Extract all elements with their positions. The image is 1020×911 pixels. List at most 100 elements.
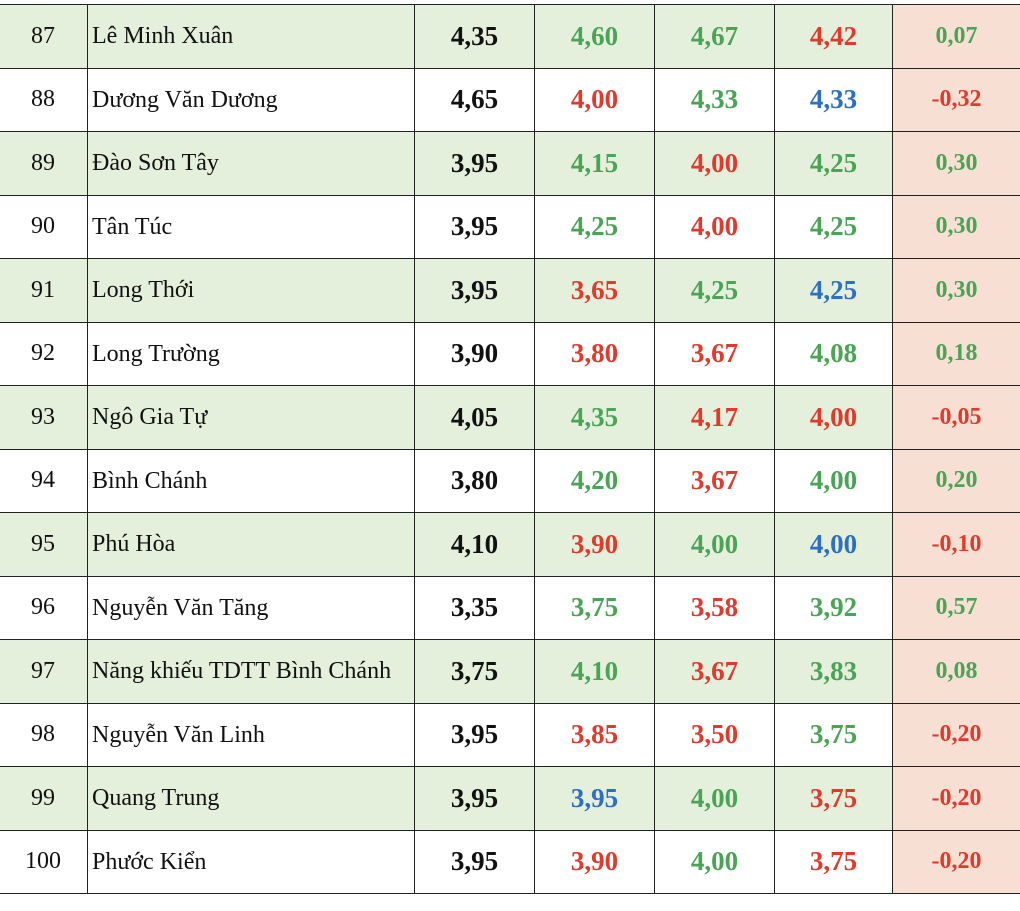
score-cell-3: 4,00 xyxy=(655,195,775,259)
score-cell-2: 3,90 xyxy=(535,830,655,894)
score-cell-2: 3,85 xyxy=(535,703,655,767)
score-cell-4: 3,75 xyxy=(775,830,893,894)
score-cell-2: 3,95 xyxy=(535,767,655,831)
difference-cell: 0,08 xyxy=(893,640,1020,704)
score-cell-1: 4,10 xyxy=(415,513,535,577)
school-name-cell: Nguyễn Văn Linh xyxy=(88,703,415,767)
score-cell-2: 4,20 xyxy=(535,449,655,513)
score-cell-4: 4,25 xyxy=(775,132,893,196)
score-cell-1: 3,80 xyxy=(415,449,535,513)
difference-cell: 0,30 xyxy=(893,259,1020,323)
score-cell-4: 4,08 xyxy=(775,322,893,386)
score-cell-4: 4,00 xyxy=(775,449,893,513)
score-cell-2: 4,25 xyxy=(535,195,655,259)
score-cell-3: 4,33 xyxy=(655,68,775,132)
difference-cell: -0,20 xyxy=(893,767,1020,831)
score-cell-3: 3,67 xyxy=(655,322,775,386)
score-cell-4: 3,75 xyxy=(775,703,893,767)
difference-cell: 0,18 xyxy=(893,322,1020,386)
score-cell-1: 3,95 xyxy=(415,195,535,259)
score-cell-1: 3,95 xyxy=(415,830,535,894)
school-name-cell: Quang Trung xyxy=(88,767,415,831)
difference-cell: -0,10 xyxy=(893,513,1020,577)
score-cell-2: 4,60 xyxy=(535,5,655,69)
school-name-cell: Năng khiếu TDTT Bình Chánh xyxy=(88,640,415,704)
difference-cell: 0,57 xyxy=(893,576,1020,640)
row-number-cell: 94 xyxy=(0,449,88,513)
score-cell-2: 4,35 xyxy=(535,386,655,450)
score-cell-3: 4,00 xyxy=(655,767,775,831)
score-cell-3: 3,67 xyxy=(655,640,775,704)
score-cell-4: 4,25 xyxy=(775,259,893,323)
difference-cell: 0,30 xyxy=(893,132,1020,196)
school-name-cell: Tân Túc xyxy=(88,195,415,259)
score-cell-4: 4,00 xyxy=(775,386,893,450)
score-cell-4: 3,92 xyxy=(775,576,893,640)
score-cell-1: 4,05 xyxy=(415,386,535,450)
score-cell-3: 4,00 xyxy=(655,513,775,577)
school-name-cell: Phú Hòa xyxy=(88,513,415,577)
score-cell-1: 4,65 xyxy=(415,68,535,132)
row-number-cell: 97 xyxy=(0,640,88,704)
score-cell-1: 3,90 xyxy=(415,322,535,386)
score-cell-3: 3,50 xyxy=(655,703,775,767)
school-name-cell: Long Thới xyxy=(88,259,415,323)
score-cell-3: 4,25 xyxy=(655,259,775,323)
score-cell-4: 4,42 xyxy=(775,5,893,69)
score-cell-1: 3,95 xyxy=(415,703,535,767)
score-cell-1: 3,75 xyxy=(415,640,535,704)
difference-cell: -0,32 xyxy=(893,68,1020,132)
row-number-cell: 87 xyxy=(0,5,88,69)
score-cell-3: 3,67 xyxy=(655,449,775,513)
school-name-cell: Lê Minh Xuân xyxy=(88,5,415,69)
row-number-cell: 93 xyxy=(0,386,88,450)
row-number-cell: 92 xyxy=(0,322,88,386)
school-name-cell: Long Trường xyxy=(88,322,415,386)
difference-cell: -0,05 xyxy=(893,386,1020,450)
difference-cell: 0,07 xyxy=(893,5,1020,69)
score-cell-2: 3,65 xyxy=(535,259,655,323)
score-cell-1: 3,35 xyxy=(415,576,535,640)
score-cell-1: 4,35 xyxy=(415,5,535,69)
row-number-cell: 95 xyxy=(0,513,88,577)
row-number-cell: 98 xyxy=(0,703,88,767)
school-name-cell: Đào Sơn Tây xyxy=(88,132,415,196)
score-cell-2: 3,90 xyxy=(535,513,655,577)
score-cell-4: 4,33 xyxy=(775,68,893,132)
school-name-cell: Phước Kiển xyxy=(88,830,415,894)
school-name-cell: Nguyễn Văn Tăng xyxy=(88,576,415,640)
score-cell-3: 3,58 xyxy=(655,576,775,640)
difference-cell: 0,30 xyxy=(893,195,1020,259)
row-number-cell: 99 xyxy=(0,767,88,831)
school-name-cell: Bình Chánh xyxy=(88,449,415,513)
row-number-cell: 91 xyxy=(0,259,88,323)
score-cell-3: 4,67 xyxy=(655,5,775,69)
score-cell-4: 3,83 xyxy=(775,640,893,704)
score-cell-4: 4,25 xyxy=(775,195,893,259)
difference-cell: -0,20 xyxy=(893,830,1020,894)
score-cell-3: 4,17 xyxy=(655,386,775,450)
row-number-cell: 100 xyxy=(0,830,88,894)
score-cell-3: 4,00 xyxy=(655,830,775,894)
score-cell-2: 4,15 xyxy=(535,132,655,196)
score-cell-1: 3,95 xyxy=(415,767,535,831)
score-cell-1: 3,95 xyxy=(415,132,535,196)
score-cell-3: 4,00 xyxy=(655,132,775,196)
score-cell-4: 4,00 xyxy=(775,513,893,577)
school-name-cell: Dương Văn Dương xyxy=(88,68,415,132)
